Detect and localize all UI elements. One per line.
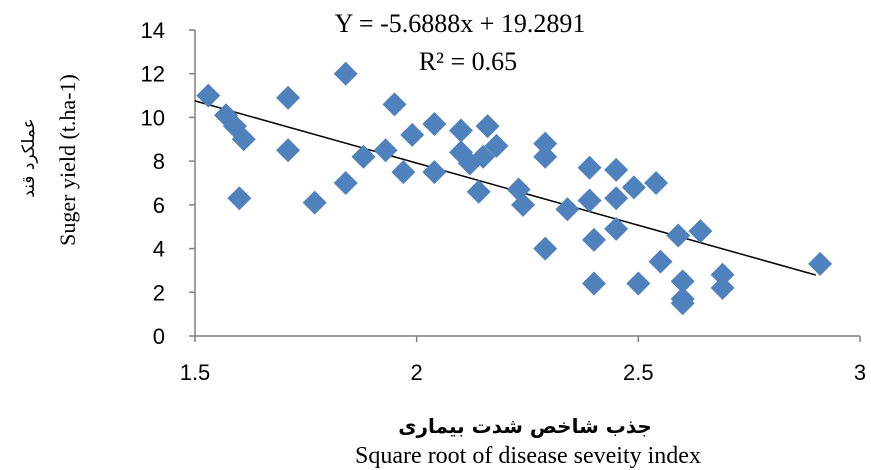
y-tick-label: 2 [153, 280, 165, 305]
r-squared-label: R² = 0.65 [419, 47, 517, 76]
data-point [422, 111, 447, 136]
x-axis-label-persian: جذب شاخص شدت بیماری [398, 414, 652, 438]
data-point [688, 219, 713, 244]
tick-labels: 0 2 4 6 8 10 12 14 1.5 2 2.5 3 [141, 18, 867, 385]
data-point [710, 275, 735, 300]
data-point [302, 190, 327, 215]
y-tick-label: 6 [153, 193, 165, 218]
data-point [391, 160, 416, 185]
y-tick-label: 12 [141, 62, 165, 87]
data-point [382, 92, 407, 117]
data-point [351, 144, 376, 169]
data-point [670, 269, 695, 294]
data-point [231, 127, 256, 152]
data-point [604, 186, 629, 211]
data-point [808, 251, 833, 276]
x-tick-label: 1.5 [180, 360, 211, 385]
data-point [471, 144, 496, 169]
y-tick-label: 8 [153, 149, 165, 174]
x-tick-label: 2 [411, 360, 423, 385]
data-point [582, 227, 606, 252]
y-axis-label-english-group: Suger yield (t.ha-1) [55, 74, 80, 246]
data-point [577, 188, 602, 213]
trendline [194, 100, 816, 276]
data-points [196, 61, 833, 316]
data-point [373, 138, 398, 163]
data-point [196, 83, 221, 108]
axes [189, 29, 861, 342]
data-point [644, 171, 669, 195]
data-point [276, 85, 301, 110]
data-point [577, 155, 602, 180]
trendline-equation: Y = -5.6888x + 19.2891 [335, 9, 586, 38]
data-point [670, 291, 695, 316]
data-point [604, 157, 629, 182]
x-tick-label: 3 [854, 360, 866, 385]
data-point [710, 262, 735, 287]
data-point [400, 122, 425, 147]
y-axis-label-persian: عملکرد قند [19, 118, 39, 198]
data-point [533, 144, 558, 169]
data-point [227, 186, 252, 211]
x-tick-label: 2.5 [623, 360, 654, 385]
data-point [582, 271, 606, 296]
data-point [666, 223, 691, 248]
y-tick-label: 10 [141, 105, 165, 130]
y-tick-label: 14 [141, 18, 165, 43]
data-point [333, 61, 358, 86]
data-point [533, 131, 558, 156]
data-point [333, 171, 358, 195]
data-point [555, 197, 580, 222]
data-point [626, 271, 651, 296]
data-point [621, 175, 646, 200]
x-axis-label: Square root of disease seveity index [355, 443, 701, 469]
data-point [449, 118, 473, 143]
y-axis-label-group: عملکرد قند [19, 118, 39, 198]
y-axis-label: Suger yield (t.ha-1) [55, 74, 80, 246]
data-point [511, 192, 536, 217]
y-tick-label: 4 [153, 237, 165, 262]
trendline-layer [194, 100, 816, 276]
data-point [222, 114, 247, 139]
data-point [604, 216, 629, 241]
data-point [648, 249, 673, 274]
data-point [484, 133, 509, 158]
data-point [276, 138, 301, 163]
data-point [466, 179, 491, 204]
y-tick-label: 0 [153, 324, 165, 349]
data-point [422, 160, 447, 185]
data-point [533, 236, 558, 261]
data-point [475, 114, 500, 139]
